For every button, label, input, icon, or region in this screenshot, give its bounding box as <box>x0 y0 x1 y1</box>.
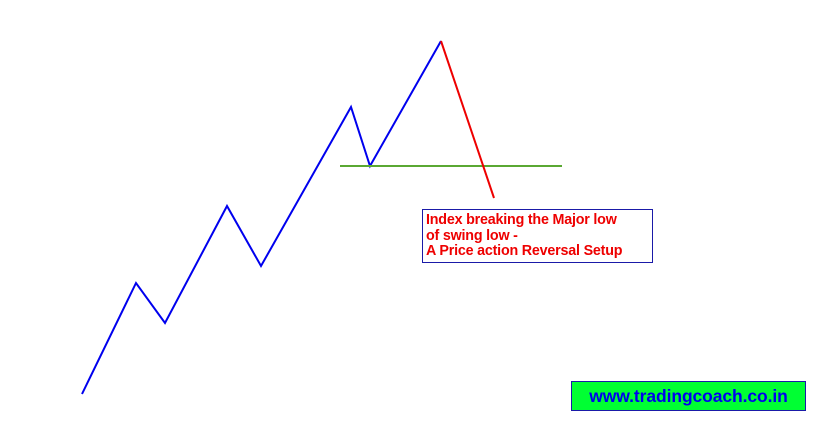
website-link[interactable]: www.tradingcoach.co.in <box>571 381 806 411</box>
reversal-breakdown-line <box>440 40 495 199</box>
annotation-box: Index breaking the Major low of swing lo… <box>422 209 653 263</box>
annotation-line-3: A Price action Reversal Setup <box>426 243 623 259</box>
uptrend-zigzag-line <box>81 40 442 395</box>
annotation-line-1: Index breaking the Major low <box>426 212 617 228</box>
annotation-line-2: of swing low - <box>426 227 518 244</box>
